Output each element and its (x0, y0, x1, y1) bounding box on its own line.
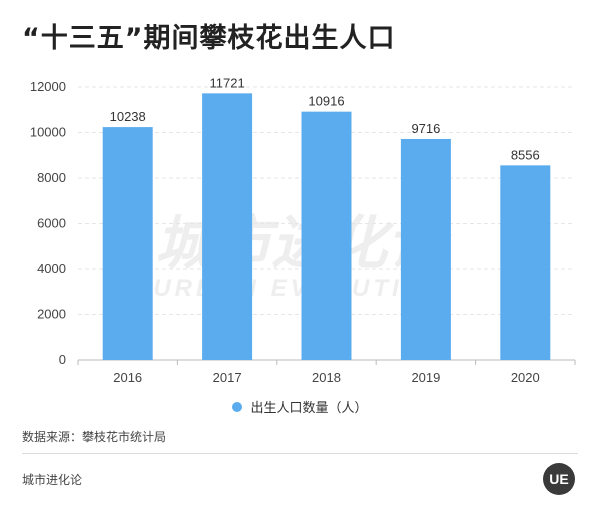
bar-2016 (102, 127, 153, 360)
data-label-2016: 10238 (110, 109, 146, 124)
x-tick-label: 2019 (411, 370, 440, 385)
y-axis-ticks: 0 2000 4000 6000 8000 10000 12000 (30, 79, 66, 367)
footer-brand: 城市进化论 (22, 473, 83, 487)
data-labels: 10238 11721 10916 9716 8556 (110, 75, 540, 162)
y-tick-label: 8000 (37, 170, 66, 185)
bar-chart: 城市进化论 URBAN EVOLUTION 020004000600080001… (30, 75, 576, 385)
y-tick-label: 12000 (30, 79, 66, 94)
watermark-en: URBAN EVOLUTION (153, 275, 446, 302)
y-tick-label: 4000 (37, 261, 66, 276)
x-tick-label: 2018 (312, 370, 341, 385)
bar-2020 (500, 165, 551, 360)
y-tick-label: 10000 (30, 125, 66, 140)
legend-swatch (232, 401, 243, 412)
bars (102, 93, 551, 361)
y-tick-label: 6000 (37, 216, 66, 231)
data-label-2019: 9716 (411, 121, 440, 136)
chart-title: “十三五”期间攀枝花出生人口 (22, 23, 396, 54)
y-tick-label: 2000 (37, 307, 66, 322)
chart-area: 城市进化论 URBAN EVOLUTION 0 2000 4000 6000 8000 1… (0, 60, 600, 430)
brand-logo: UE (543, 463, 575, 495)
data-label-2018: 10916 (308, 94, 344, 109)
bar-2017 (202, 93, 253, 361)
bar-2019 (400, 138, 451, 360)
legend-label: 出生人口数量（人） (250, 401, 368, 416)
x-tick-label: 2017 (213, 370, 242, 385)
x-tick-label: 2020 (511, 370, 540, 385)
data-label-2020: 8556 (511, 147, 540, 162)
legend: 出生人口数量（人） (0, 397, 600, 416)
divider (22, 453, 578, 454)
data-label-2017: 11721 (210, 75, 245, 90)
data-source: 数据来源：攀枝花市统计局 (22, 430, 167, 444)
y-tick-label: 0 (59, 352, 66, 367)
x-axis-ticks: 2016 2017 2018 2019 2020 (113, 370, 540, 385)
x-tick-label: 2016 (113, 370, 142, 385)
bar-2018 (301, 111, 352, 360)
